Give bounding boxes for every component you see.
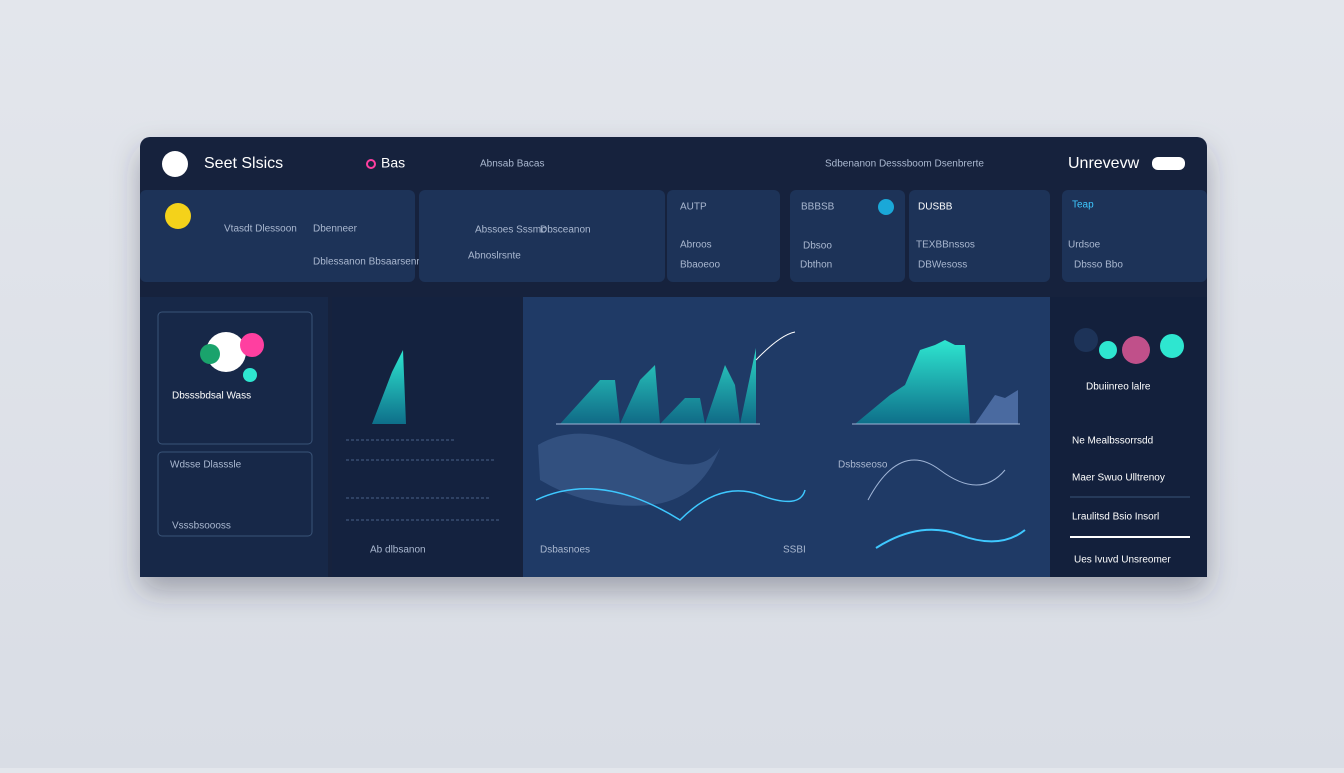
- toggle[interactable]: [1152, 157, 1185, 170]
- chart-shape: [372, 350, 406, 424]
- chart-panel: [332, 297, 520, 577]
- chart-line: [875, 528, 1026, 549]
- right-title: Dbuiinreo lalre: [1086, 382, 1151, 393]
- list-item[interactable]: Lraulitsd Bsio Insorl: [1072, 512, 1159, 523]
- header-right[interactable]: Unrevevw: [1068, 155, 1140, 172]
- card: [419, 190, 665, 282]
- card-label: TEXBBnssos: [916, 240, 975, 251]
- card-detail: DBWesoss: [918, 260, 967, 271]
- chart-value: SSBI: [783, 545, 806, 556]
- chart-shape: [560, 348, 756, 424]
- avatar: [200, 344, 220, 364]
- card-detail: Dblessanon Bbsaarsenroone: [313, 257, 442, 268]
- chart-caption: Dsbsseoso: [838, 460, 888, 471]
- panel-box: [157, 311, 313, 445]
- app-title: Seet Slsics: [204, 155, 283, 172]
- card-detail: Dbthon: [800, 260, 832, 271]
- chart-shape: [855, 340, 970, 424]
- card-icon: [878, 199, 894, 215]
- chart-caption: Dsbasnoes: [540, 545, 590, 556]
- card: [1062, 190, 1207, 282]
- card-icon: [165, 203, 191, 229]
- card-detail: Abnoslrsnte: [468, 251, 521, 262]
- avatar: [243, 368, 257, 382]
- blob: [1099, 341, 1117, 359]
- card-title: DUSBB: [918, 202, 953, 213]
- chart-line: [755, 331, 796, 361]
- list-item[interactable]: Ne Mealbssorrsdd: [1072, 436, 1153, 447]
- card-title: BBBSB: [801, 202, 835, 213]
- chart-shape: [975, 390, 1018, 424]
- chart-line: [867, 459, 1006, 501]
- chart-caption: Ab dlbsanon: [370, 545, 426, 556]
- card-title: Vtasdt Dlessoon: [224, 224, 297, 235]
- blob: [1122, 336, 1150, 364]
- avatar: [240, 333, 264, 357]
- tab-icon: [366, 159, 376, 169]
- card-title: Abssoes Sssmc: [475, 225, 546, 236]
- card-title: Teap: [1072, 200, 1094, 211]
- chart-line: [535, 488, 806, 521]
- card: [909, 190, 1050, 282]
- card: [140, 190, 415, 282]
- card-label: Urdsoe: [1068, 240, 1101, 251]
- header-info: Sdbenanon Desssboom Dsenbrerte: [825, 159, 984, 170]
- chart-panel: [523, 297, 1050, 577]
- list-item[interactable]: Ues Ivuvd Unsreomer: [1074, 555, 1171, 566]
- panel-item: Wdsse Dlasssle: [170, 460, 242, 471]
- card-label: Dbsceanon: [540, 225, 591, 236]
- subtitle: Abnsab Bacas: [480, 159, 545, 170]
- card-label: Abroos: [680, 240, 712, 251]
- chart-lines: [346, 439, 500, 521]
- card: [790, 190, 905, 282]
- blob: [1074, 328, 1098, 352]
- card-label: Dbsoo: [803, 241, 832, 252]
- card-detail: Dbsso Bbo: [1074, 260, 1123, 271]
- blob: [1160, 334, 1184, 358]
- logo: [162, 151, 188, 177]
- card: [667, 190, 780, 282]
- tab[interactable]: Bas: [381, 155, 405, 171]
- chart-area: [538, 433, 720, 506]
- card-detail: Bbaoeoo: [680, 260, 720, 271]
- panel-box: [157, 451, 313, 537]
- panel-item: Vsssbsoooss: [172, 521, 231, 532]
- card-title: AUTP: [680, 202, 707, 213]
- card-label: Dbenneer: [313, 224, 358, 235]
- panel-title: Dbsssbdsal Wass: [172, 391, 251, 402]
- list-item[interactable]: Maer Swuo Ulltrenoy: [1072, 473, 1165, 484]
